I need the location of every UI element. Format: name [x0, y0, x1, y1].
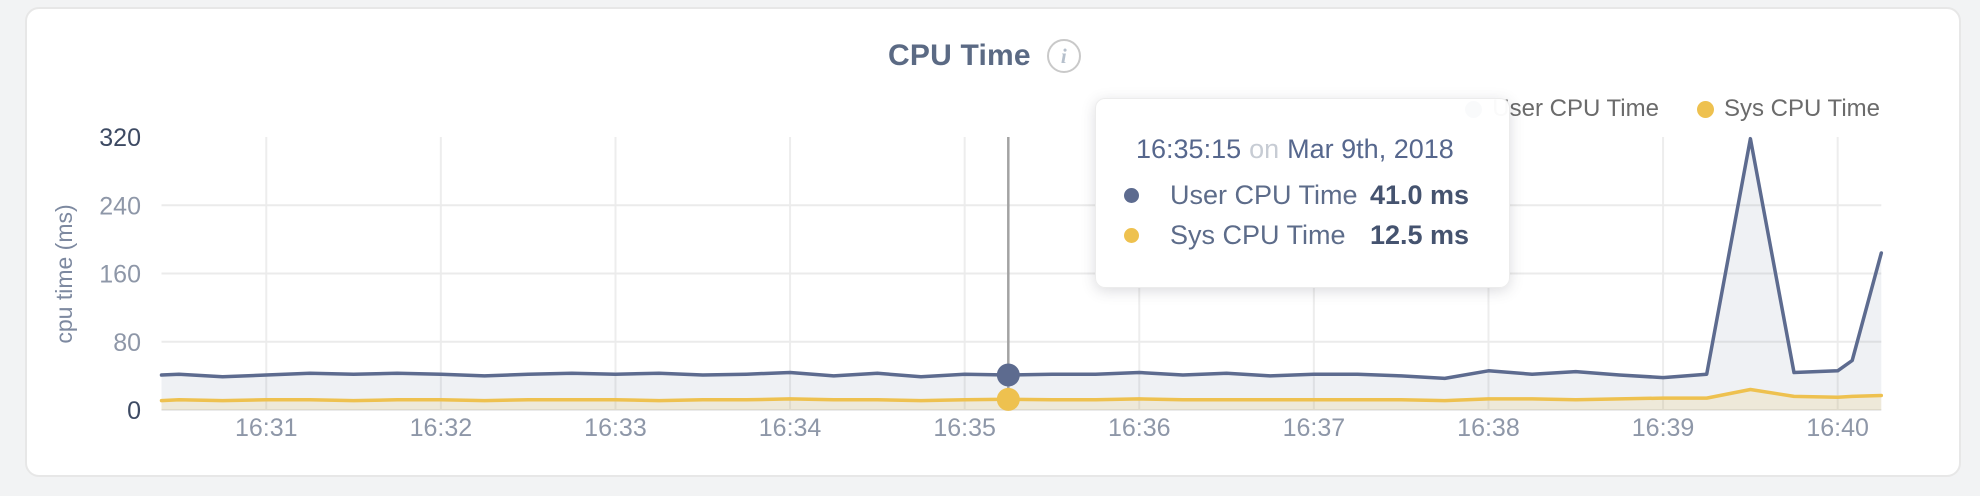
legend-item-sys-cpu[interactable]: Sys CPU Time — [1696, 95, 1880, 123]
legend-dot-sys-icon — [1696, 100, 1714, 118]
tooltip-header: 16:35:15 on Mar 9th, 2018 — [1136, 133, 1493, 165]
info-icon[interactable]: i — [1046, 39, 1081, 73]
tooltip-date: Mar 9th, 2018 — [1287, 134, 1454, 164]
hover-tooltip: 16:35:15 on Mar 9th, 2018 User CPU Time 41… — [1095, 98, 1510, 288]
y-tick-label: 80 — [113, 329, 141, 357]
x-tick-label: 16:37 — [1283, 414, 1346, 442]
x-tick-label: 16:32 — [410, 414, 473, 442]
tooltip-conjunction: on — [1249, 134, 1280, 164]
legend: User CPU Time Sys CPU Time — [1465, 95, 1880, 123]
x-tick-label: 16:34 — [759, 414, 822, 442]
y-tick-label: 240 — [99, 192, 141, 220]
hover-marker-0 — [996, 363, 1020, 387]
y-axis-title: cpu time (ms) — [51, 204, 77, 343]
tooltip-dot-user-icon — [1124, 187, 1139, 203]
y-tick-label: 0 — [127, 397, 141, 425]
series-line-1 — [159, 387, 1884, 403]
legend-label-user: User CPU Time — [1492, 95, 1659, 122]
x-tick-label: 16:31 — [235, 414, 298, 442]
series-area-0 — [161, 138, 1882, 410]
x-tick-label: 16:35 — [933, 414, 996, 442]
tooltip-value-sys: 12.5 ms — [1370, 220, 1470, 250]
tooltip-label-sys: Sys CPU Time — [1170, 220, 1346, 250]
x-tick-label: 16:36 — [1108, 414, 1171, 442]
legend-label-sys: Sys CPU Time — [1723, 95, 1880, 122]
chart-header: CPU Time i — [888, 38, 1081, 74]
x-tick-label: 16:33 — [584, 414, 647, 442]
y-tick-label: 160 — [99, 261, 141, 289]
tooltip-dot-sys-icon — [1124, 227, 1139, 243]
hover-marker-1 — [996, 387, 1020, 411]
tooltip-time: 16:35:15 — [1136, 134, 1242, 164]
y-tick-label: 320 — [99, 124, 141, 152]
x-tick-label: 16:39 — [1632, 414, 1695, 442]
x-tick-label: 16:40 — [1806, 414, 1869, 442]
tooltip-label-user: User CPU Time — [1170, 180, 1358, 210]
page-title: CPU Time — [888, 39, 1031, 72]
tooltip-rows: User CPU Time 41.0 ms Sys CPU Time 12.5 … — [1124, 179, 1493, 251]
x-tick-label: 16:38 — [1457, 414, 1520, 442]
chart-generated: 16:31 16:32 16:33 16:34 16:35 16:36 16:37 16:38… — [99, 124, 1884, 442]
tooltip-value-user: 41.0 ms — [1370, 180, 1470, 210]
series-line-0 — [159, 136, 1884, 381]
